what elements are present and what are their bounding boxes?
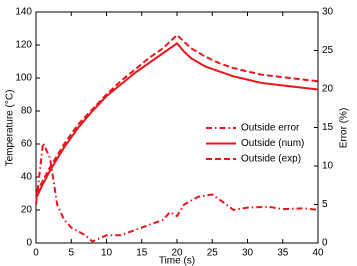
series-line <box>35 42 319 199</box>
y2-axis-label: Error (%) <box>339 108 350 149</box>
x-tick-label: 30 <box>242 248 254 259</box>
x-axis-label: Time (s) <box>159 256 195 266</box>
x-tick-label: 15 <box>136 248 148 259</box>
y2-tick-label: 15 <box>322 122 334 133</box>
y-tick-label: 0 <box>26 238 32 249</box>
series-line <box>35 33 319 194</box>
x-tick-label: 10 <box>101 248 113 259</box>
y2-tick-label: 30 <box>322 7 334 18</box>
y-tick-label: 40 <box>21 172 33 183</box>
x-tick-label: 20 <box>171 248 183 259</box>
y2-tick-label: 0 <box>322 238 328 249</box>
y-tick-label: 100 <box>15 73 32 84</box>
legend-label: Outside (exp) <box>241 154 301 165</box>
y-tick-label: 140 <box>15 7 32 18</box>
legend-label: Outside (num) <box>241 138 304 149</box>
y2-tick-label: 5 <box>322 199 328 210</box>
y-axis-label: Temperature (°C) <box>5 90 16 167</box>
legend-label: Outside error <box>241 123 300 134</box>
x-tick-label: 35 <box>277 248 289 259</box>
series-line <box>35 139 319 243</box>
y2-tick-label: 10 <box>322 161 334 172</box>
y2-tick-label: 25 <box>322 45 334 56</box>
y-tick-label: 120 <box>15 40 32 51</box>
x-tick-label: 0 <box>33 248 39 259</box>
x-tick-label: 5 <box>68 248 74 259</box>
x-tick-label: 40 <box>312 248 324 259</box>
y2-tick-label: 20 <box>322 84 334 95</box>
y-tick-label: 60 <box>21 139 33 150</box>
y-tick-label: 80 <box>21 106 33 117</box>
x-tick-label: 25 <box>207 248 219 259</box>
y-tick-label: 20 <box>21 205 33 216</box>
